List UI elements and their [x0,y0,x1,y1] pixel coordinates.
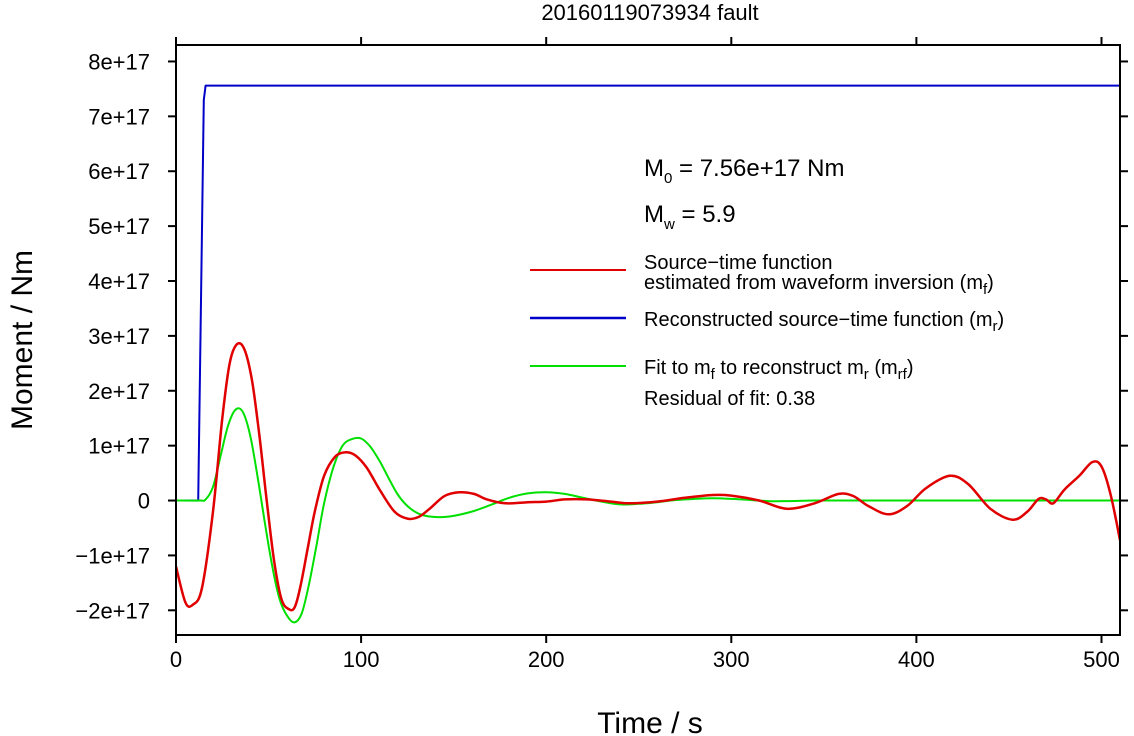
legend-label-mr: Reconstructed source−time function (mr) [644,309,1004,335]
plot-area [176,84,1120,624]
mw-subscript: w [663,216,675,233]
y-tick-label: 2e+17 [88,379,150,404]
y-tick-label: 3e+17 [88,324,150,349]
mw-value: = 5.9 [675,201,736,228]
y-tick-label: 4e+17 [88,269,150,294]
series-line-mrf [176,407,1120,624]
x-tick-label: 500 [1083,647,1120,672]
x-tick-label: 400 [898,647,935,672]
residual-label: Residual of fit: 0.38 [644,388,815,410]
y-axis-ticks: −2e+17 −1e+17 0 1e+17 2e+17 3e+17 4e+17 5e+17 6e… [75,49,1128,623]
y-tick-label: 6e+17 [88,159,150,184]
legend-label-mf-line2: estimated from waveform inversion (mf) [644,272,994,298]
x-axis-ticks: 0 100 200 300 400 500 [170,37,1120,672]
x-tick-label: 200 [528,647,565,672]
mw-symbol: M [644,201,664,228]
legend-label-mf-line1: Source−time function [644,252,832,274]
y-tick-label: −1e+17 [75,543,150,568]
y-tick-label: 1e+17 [88,434,150,459]
mw-annotation: Mw = 5.9 [644,201,736,233]
m0-value: = 7.56e+17 Nm [672,155,844,182]
y-tick-label: 0 [138,489,150,514]
y-tick-label: 8e+17 [88,49,150,74]
legend: Source−time function estimated from wave… [530,252,1004,410]
y-tick-label: 7e+17 [88,104,150,129]
m0-annotation: M0 = 7.56e+17 Nm [644,155,844,187]
x-axis-title: Time / s [597,707,703,736]
y-axis-title: Moment / Nm [6,250,39,430]
m0-subscript: 0 [664,170,672,187]
series-line-mf [176,341,1120,612]
x-tick-label: 300 [713,647,750,672]
chart-title: 20160119073934 fault [541,0,758,25]
legend-label-mrf: Fit to mf to reconstruct mr (mrf) [644,357,914,383]
m0-symbol: M [644,155,664,182]
x-tick-label: 0 [170,647,182,672]
x-tick-label: 100 [343,647,380,672]
plot-frame [175,44,1121,636]
y-tick-label: 5e+17 [88,214,150,239]
y-tick-label: −2e+17 [75,598,150,623]
